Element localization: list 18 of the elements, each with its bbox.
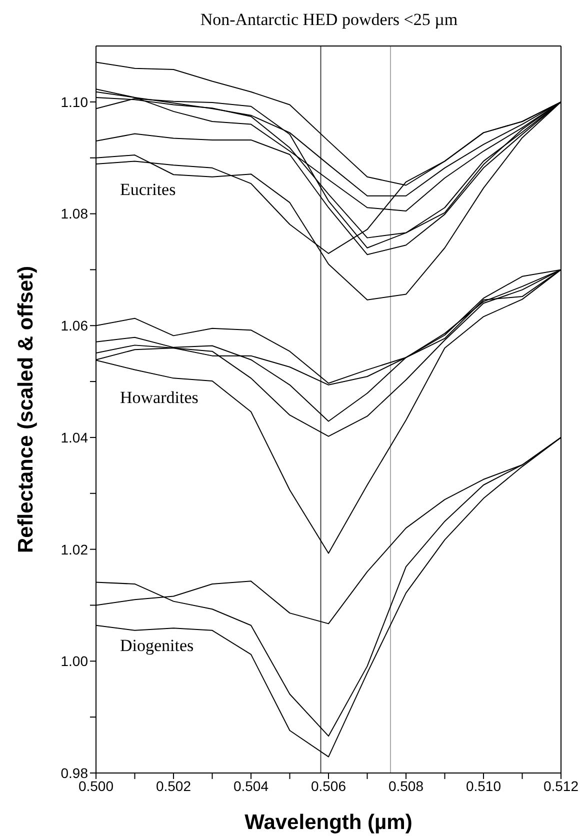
annotation: Howardites: [120, 388, 198, 408]
x-axis-title: Wavelength (µm): [244, 811, 412, 834]
x-tick-label: 0.502: [156, 778, 192, 794]
y-tick-label: 1.00: [60, 653, 88, 670]
annotation: Eucrites: [120, 180, 176, 200]
x-tick-label: 0.512: [543, 778, 579, 794]
y-tick-label: 1.02: [60, 541, 88, 558]
y-tick-label: 1.04: [60, 429, 88, 446]
chart-title: Non-Antarctic HED powders <25 µm: [199, 10, 459, 30]
y-tick-label: 1.08: [60, 206, 88, 222]
annotation: Diogenites: [120, 636, 194, 656]
x-tick-label: 0.508: [388, 778, 424, 794]
y-tick-label: 1.06: [60, 318, 88, 334]
y-tick-label: 1.10: [60, 94, 88, 110]
x-tick-label: 0.504: [233, 778, 269, 794]
y-axis-title: Reflectance (scaled & offset): [14, 266, 38, 554]
x-tick-label: 0.506: [310, 778, 346, 794]
x-tick-label: 0.510: [466, 778, 502, 794]
